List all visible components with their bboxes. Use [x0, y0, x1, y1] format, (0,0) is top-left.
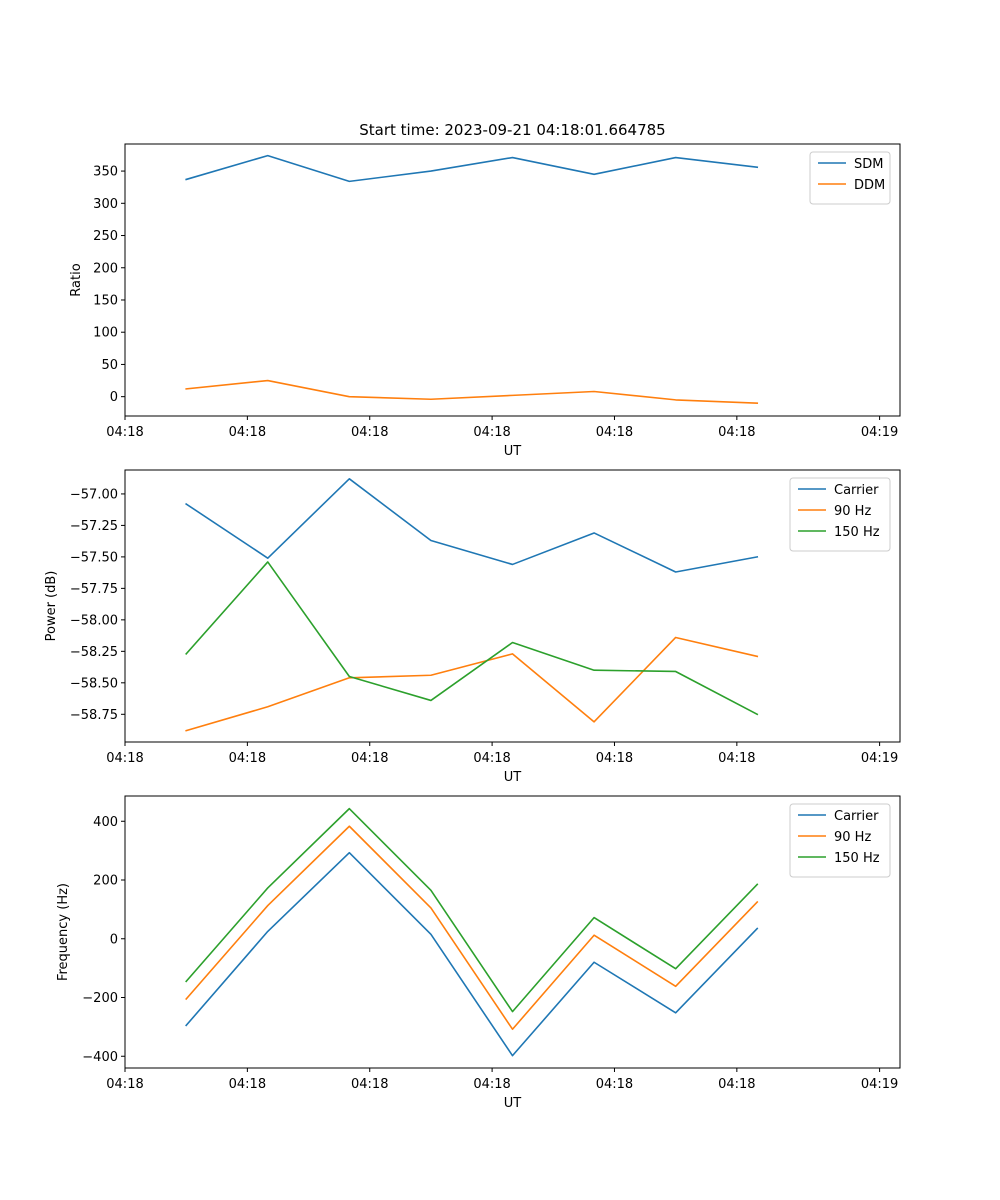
- x-tick-label: 04:18: [718, 1077, 755, 1092]
- x-tick-label: 04:18: [473, 425, 510, 440]
- legend-label: 90 Hz: [834, 504, 871, 519]
- y-tick-label: 100: [93, 326, 118, 341]
- chart-title: Start time: 2023-09-21 04:18:01.664785: [359, 121, 665, 139]
- y-tick-label: −400: [82, 1050, 118, 1065]
- axes-frame: [124, 795, 901, 1069]
- y-tick-label: −58.25: [70, 645, 118, 660]
- y-tick-label: 0: [110, 390, 118, 405]
- y-tick-label: −57.25: [70, 519, 118, 534]
- legend: SDM DDM: [809, 151, 891, 205]
- legend: Carrier 90 Hz 150 Hz: [789, 803, 891, 878]
- axes-frame: [124, 469, 901, 743]
- chart-panel-1: Start time: 2023-09-21 04:18:01.664785 04…: [69, 121, 901, 459]
- legend-label: DDM: [854, 178, 885, 193]
- series-line-carrier: [185, 851, 759, 1057]
- x-tick-label: 04:18: [229, 425, 266, 440]
- y-tick-label: 0: [110, 932, 118, 947]
- axes-frame: [124, 143, 901, 417]
- x-tick-label: 04:18: [351, 425, 388, 440]
- charts-container: Start time: 2023-09-21 04:18:01.66478504…: [44, 121, 901, 1111]
- series-line-150-hz: [185, 807, 759, 1013]
- x-tick-label: 04:18: [351, 1077, 388, 1092]
- legend-label: Carrier: [834, 809, 879, 824]
- x-tick-label: 04:18: [351, 751, 388, 766]
- legend-label: SDM: [854, 157, 883, 172]
- x-tick-label: 04:18: [473, 751, 510, 766]
- series-line-sdm: [185, 154, 759, 183]
- y-tick-label: −57.50: [70, 550, 118, 565]
- y-axis-label: Ratio: [69, 263, 84, 296]
- y-tick-label: −58.75: [70, 708, 118, 723]
- y-tick-label: −58.00: [70, 613, 118, 628]
- y-tick-label: −200: [82, 991, 118, 1006]
- y-tick-label: −58.50: [70, 676, 118, 691]
- y-axis-label: Power (dB): [44, 571, 59, 642]
- x-tick-label: 04:18: [718, 425, 755, 440]
- legend-box: [809, 151, 891, 205]
- series-line-carrier: [185, 478, 759, 573]
- x-tick-label: 04:19: [861, 1077, 898, 1092]
- y-tick-label: 350: [93, 165, 118, 180]
- legend-label: 150 Hz: [834, 851, 880, 866]
- y-axis-label: Frequency (Hz): [56, 883, 71, 981]
- x-tick-label: 04:18: [106, 751, 143, 766]
- x-tick-label: 04:18: [596, 425, 633, 440]
- series-line-ddm: [185, 379, 759, 404]
- chart-panel-2: 04:18 04:18 04:18 04:18 04:18 04:18 04:19 UT −58…: [44, 469, 901, 785]
- y-tick-label: 200: [93, 874, 118, 889]
- y-tick-label: −57.00: [70, 487, 118, 502]
- x-tick-label: 04:18: [596, 751, 633, 766]
- x-axis-label: UT: [504, 1096, 522, 1111]
- y-tick-label: 50: [101, 358, 118, 373]
- y-tick-label: 150: [93, 293, 118, 308]
- x-tick-label: 04:18: [106, 425, 143, 440]
- legend-label: 90 Hz: [834, 830, 871, 845]
- legend-box: [789, 477, 891, 552]
- y-tick-label: 250: [93, 229, 118, 244]
- y-tick-label: 300: [93, 197, 118, 212]
- x-tick-label: 04:18: [229, 751, 266, 766]
- series-line-90-hz: [185, 636, 759, 732]
- x-tick-label: 04:18: [106, 1077, 143, 1092]
- x-tick-label: 04:18: [718, 751, 755, 766]
- x-tick-label: 04:19: [861, 751, 898, 766]
- y-tick-label: 400: [93, 815, 118, 830]
- series-line-90-hz: [185, 825, 759, 1031]
- x-tick-label: 04:18: [596, 1077, 633, 1092]
- x-tick-label: 04:18: [229, 1077, 266, 1092]
- x-axis-label: UT: [504, 444, 522, 459]
- legend-label: 150 Hz: [834, 525, 880, 540]
- series-line-150-hz: [185, 561, 759, 716]
- chart-panel-3: 04:18 04:18 04:18 04:18 04:18 04:18 04:19 UT −40…: [56, 795, 901, 1111]
- y-tick-label: −57.75: [70, 582, 118, 597]
- x-tick-label: 04:18: [473, 1077, 510, 1092]
- legend: Carrier 90 Hz 150 Hz: [789, 477, 891, 552]
- x-tick-label: 04:19: [861, 425, 898, 440]
- legend-label: Carrier: [834, 483, 879, 498]
- y-tick-label: 200: [93, 261, 118, 276]
- x-axis-label: UT: [504, 770, 522, 785]
- legend-box: [789, 803, 891, 878]
